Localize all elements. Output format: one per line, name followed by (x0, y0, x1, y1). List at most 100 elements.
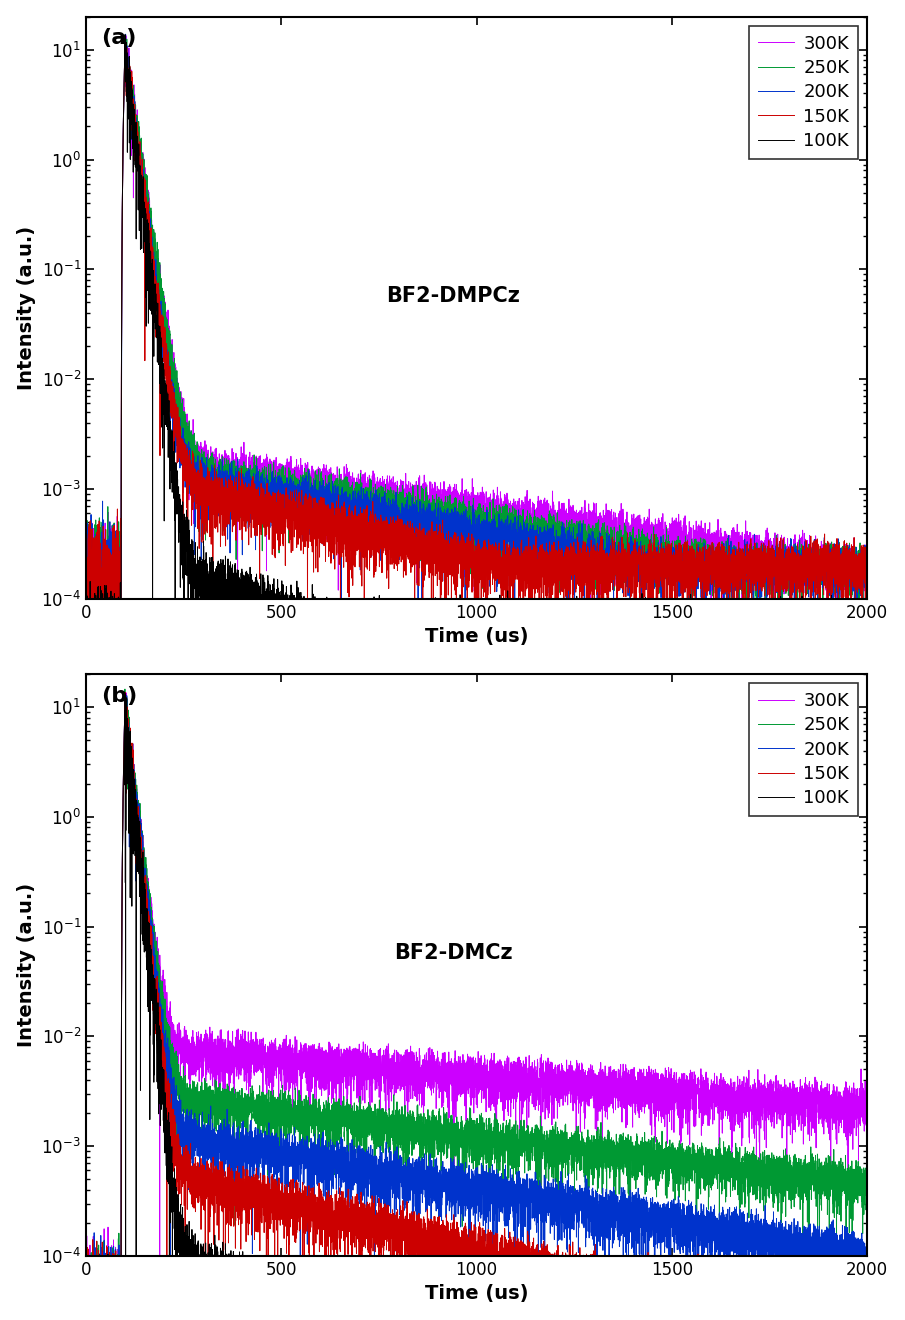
200K (862, 1245, 872, 1261)
250K (364, 1126, 375, 1142)
300K (120, 26, 131, 42)
100K (701, 1291, 712, 1307)
Text: BF2-DMCz: BF2-DMCz (394, 944, 512, 964)
200K (364, 1148, 375, 1164)
300K (577, 1068, 588, 1084)
250K (121, 32, 132, 48)
Text: (b): (b) (101, 685, 138, 705)
150K (81, 1307, 91, 1320)
200K (543, 525, 554, 541)
150K (577, 537, 588, 553)
100K (119, 875, 130, 891)
200K (660, 549, 671, 565)
300K (85, 960, 96, 975)
100K (543, 622, 554, 638)
200K (119, 48, 130, 63)
150K (577, 1302, 588, 1317)
150K (364, 525, 375, 541)
300K (364, 1051, 375, 1067)
250K (119, 681, 130, 697)
200K (577, 1201, 588, 1217)
Line: 100K: 100K (86, 694, 867, 1320)
250K (701, 1158, 712, 1173)
250K (862, 568, 872, 583)
250K (81, 610, 91, 626)
200K (119, 685, 130, 701)
250K (577, 552, 588, 568)
Y-axis label: Intensity (a.u.): Intensity (a.u.) (16, 883, 35, 1047)
Line: 300K: 300K (86, 693, 867, 1320)
100K (543, 1291, 554, 1307)
200K (701, 1220, 712, 1236)
200K (660, 1201, 671, 1217)
100K (862, 630, 872, 645)
150K (701, 557, 712, 573)
Y-axis label: Intensity (a.u.): Intensity (a.u.) (16, 226, 35, 389)
100K (119, 57, 130, 73)
250K (543, 520, 554, 536)
150K (81, 849, 91, 865)
150K (81, 706, 91, 722)
150K (862, 560, 872, 576)
200K (543, 1183, 554, 1199)
200K (120, 26, 131, 42)
250K (577, 1138, 588, 1154)
100K (364, 644, 375, 660)
Line: 150K: 150K (86, 38, 867, 857)
300K (81, 1303, 91, 1319)
200K (119, 719, 130, 735)
250K (543, 1139, 554, 1155)
250K (119, 722, 130, 738)
300K (701, 1081, 712, 1097)
Text: (a): (a) (101, 28, 137, 49)
150K (119, 65, 130, 81)
300K (660, 1060, 671, 1076)
X-axis label: Time (us): Time (us) (424, 1284, 529, 1303)
300K (543, 529, 554, 545)
300K (701, 529, 712, 545)
300K (121, 685, 132, 701)
100K (577, 1299, 588, 1315)
300K (660, 552, 671, 568)
Line: 200K: 200K (86, 693, 867, 1320)
300K (862, 548, 872, 564)
Line: 250K: 250K (86, 689, 867, 1320)
150K (119, 684, 130, 700)
250K (862, 1204, 872, 1220)
150K (862, 1269, 872, 1284)
150K (543, 1276, 554, 1292)
100K (98, 911, 109, 927)
250K (364, 487, 375, 503)
300K (543, 1073, 554, 1089)
150K (660, 1269, 671, 1284)
Text: BF2-DMPCz: BF2-DMPCz (386, 286, 520, 306)
200K (364, 517, 375, 533)
150K (364, 1218, 375, 1234)
300K (119, 701, 130, 717)
200K (862, 560, 872, 576)
250K (660, 543, 671, 558)
200K (701, 569, 712, 585)
Line: 150K: 150K (86, 692, 867, 1320)
100K (701, 611, 712, 627)
Line: 100K: 100K (86, 34, 867, 919)
250K (660, 1167, 671, 1183)
200K (99, 821, 110, 837)
X-axis label: Time (us): Time (us) (424, 627, 529, 645)
300K (862, 1129, 872, 1144)
100K (119, 26, 130, 42)
100K (81, 622, 91, 638)
250K (102, 804, 113, 820)
150K (120, 30, 131, 46)
100K (577, 607, 588, 623)
200K (81, 1243, 91, 1259)
250K (81, 1287, 91, 1303)
200K (81, 557, 91, 573)
Legend: 300K, 250K, 200K, 150K, 100K: 300K, 250K, 200K, 150K, 100K (749, 25, 858, 158)
100K (660, 645, 671, 661)
300K (364, 491, 375, 507)
Line: 200K: 200K (86, 34, 867, 829)
100K (660, 1291, 671, 1307)
200K (577, 540, 588, 556)
150K (119, 704, 130, 719)
